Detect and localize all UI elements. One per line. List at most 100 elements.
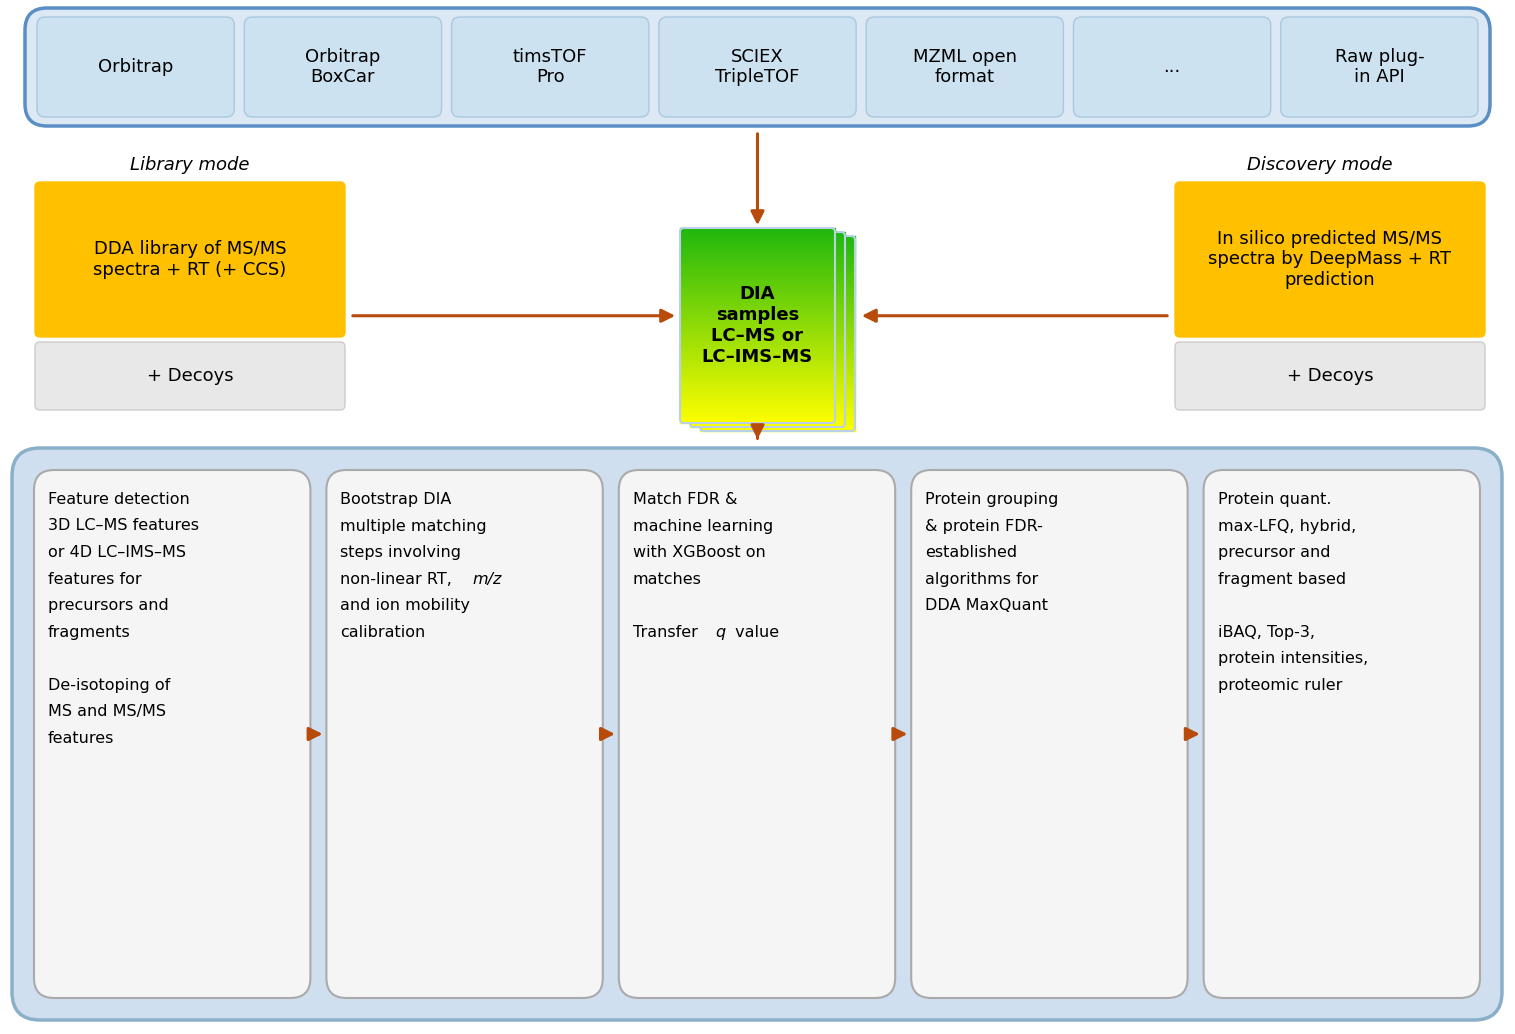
Bar [680,286,835,290]
Bar [700,340,854,343]
Bar [700,418,854,421]
Bar [689,395,845,398]
Bar [700,372,854,375]
Text: DDA MaxQuant: DDA MaxQuant [926,598,1048,613]
Bar [700,314,854,317]
Bar [700,379,854,383]
Text: ...: ... [1164,58,1180,77]
Bar [680,352,835,355]
Bar [700,258,854,262]
Bar [689,375,845,378]
Text: multiple matching: multiple matching [341,518,486,534]
Text: q: q [715,625,724,639]
Text: fragment based: fragment based [1218,572,1345,586]
Bar [680,345,835,348]
Bar [700,392,854,395]
Bar [680,361,835,365]
Bar [689,245,845,248]
FancyBboxPatch shape [659,17,856,117]
Bar [680,335,835,338]
Bar [689,254,845,258]
Bar [700,301,854,304]
Bar [680,371,835,374]
Bar [700,317,854,321]
Bar [680,254,835,257]
Text: protein intensities,: protein intensities, [1218,651,1368,666]
Bar [700,389,854,392]
Bar [689,333,845,336]
Text: Orbitrap: Orbitrap [98,58,173,77]
FancyBboxPatch shape [1203,470,1480,998]
Text: Discovery mode: Discovery mode [1247,156,1392,174]
Bar [689,362,845,365]
Text: steps involving: steps involving [341,545,462,560]
Text: iBAQ, Top-3,: iBAQ, Top-3, [1218,625,1315,639]
Bar [689,414,845,418]
Bar [689,368,845,372]
FancyBboxPatch shape [1280,17,1479,117]
Bar [700,421,854,425]
Bar [680,400,835,403]
Bar [689,330,845,333]
Bar [680,312,835,315]
Text: fragments: fragments [48,625,130,639]
Bar [700,239,854,243]
Bar [689,242,845,245]
Bar [680,365,835,368]
Bar [689,365,845,368]
Bar [689,410,845,414]
Bar [700,334,854,337]
Bar [680,306,835,309]
Bar [689,418,845,421]
Text: Transfer: Transfer [633,625,703,639]
Bar [700,281,854,284]
Bar [680,414,835,417]
Bar [680,283,835,286]
Text: 3D LC–MS features: 3D LC–MS features [48,518,198,534]
FancyBboxPatch shape [451,17,648,117]
Bar [700,307,854,311]
Bar [700,269,854,272]
Bar [689,239,845,242]
FancyBboxPatch shape [911,470,1188,998]
Bar [680,290,835,293]
Bar [680,247,835,251]
Text: Feature detection: Feature detection [48,492,189,507]
Text: MZML open
format: MZML open format [912,48,1017,87]
Text: Orbitrap
BoxCar: Orbitrap BoxCar [305,48,380,87]
Bar [689,345,845,349]
Bar [680,293,835,297]
Bar [700,311,854,314]
Bar [700,369,854,372]
Text: non-linear RT,: non-linear RT, [341,572,458,586]
Bar [700,321,854,324]
Bar [689,424,845,427]
Bar [700,330,854,334]
Bar [680,267,835,270]
Bar [680,420,835,423]
Bar [680,374,835,377]
Bar [689,388,845,391]
Bar [689,307,845,310]
Text: precursors and: precursors and [48,598,168,613]
Bar [689,353,845,356]
Text: DIA
samples
LC–MS or
LC–IMS–MS: DIA samples LC–MS or LC–IMS–MS [701,285,814,366]
Bar [689,342,845,345]
Bar [689,287,845,291]
Bar [680,403,835,406]
Bar [689,401,845,404]
Text: Library mode: Library mode [130,156,250,174]
Bar [700,360,854,363]
Bar [680,397,835,400]
FancyBboxPatch shape [33,470,311,998]
Text: features for: features for [48,572,141,586]
Bar [680,264,835,267]
Bar [689,356,845,359]
Text: SCIEX
TripleTOF: SCIEX TripleTOF [715,48,800,87]
Bar [680,300,835,303]
Bar [700,298,854,301]
Bar [680,394,835,397]
Text: DDA library of MS/MS
spectra + RT (+ CCS): DDA library of MS/MS spectra + RT (+ CCS… [94,240,286,279]
Bar [689,232,845,236]
Bar [689,359,845,362]
